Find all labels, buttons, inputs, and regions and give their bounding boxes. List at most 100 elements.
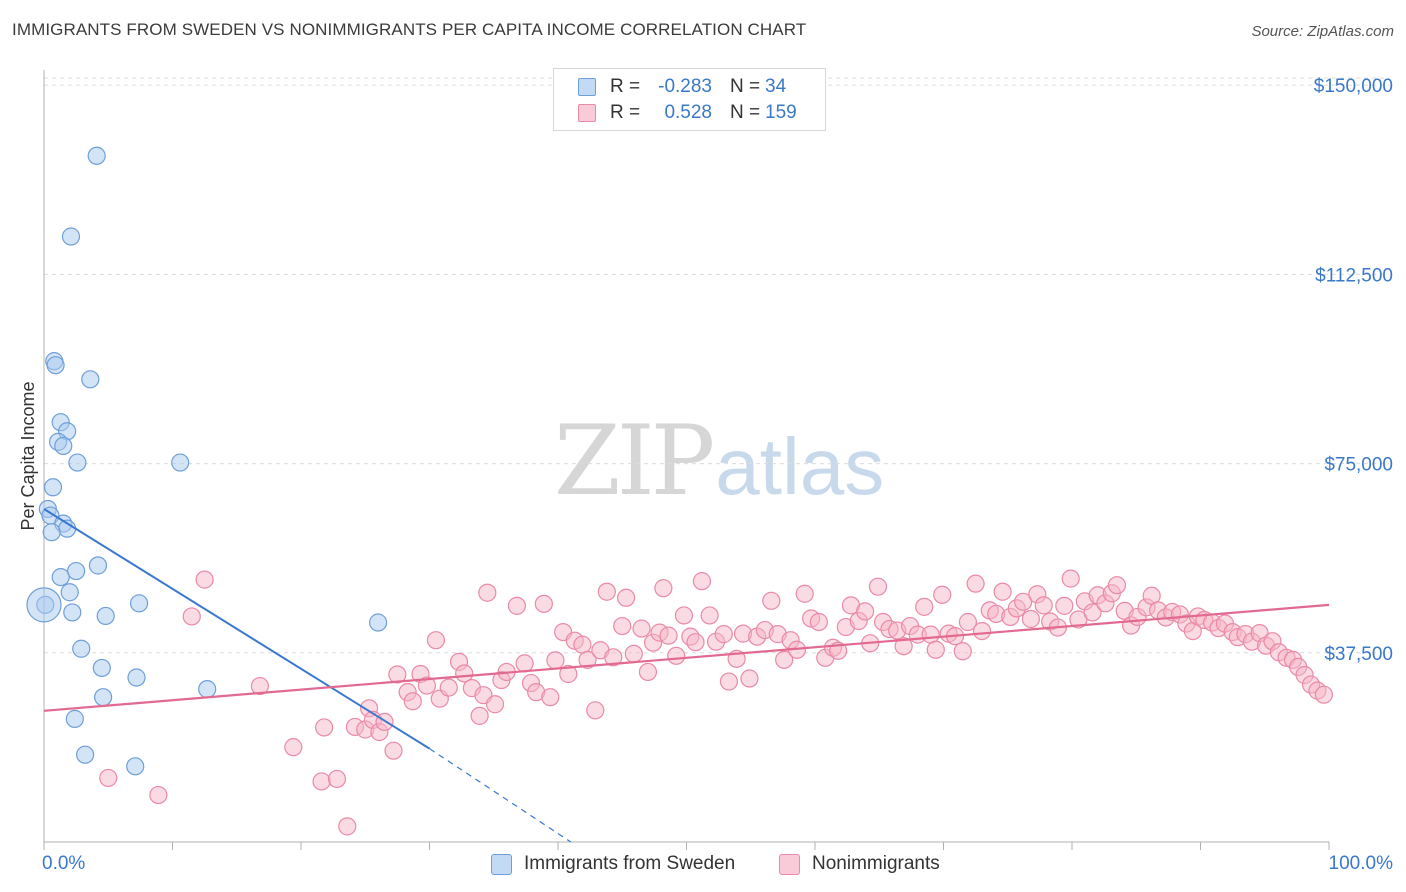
point-sweden: [96, 606, 115, 626]
n-label: N =: [730, 76, 761, 97]
point-nonimmigrant: [403, 692, 422, 711]
point-nonimmigrant: [894, 637, 913, 656]
trend-line-nonimmigrants: [43, 603, 1330, 712]
point-nonimmigrant: [485, 695, 505, 714]
point-nonimmigrant: [388, 665, 407, 684]
point-nonimmigrant: [315, 718, 334, 737]
point-nonimmigrant: [1021, 609, 1040, 629]
point-nonimmigrant: [613, 616, 632, 636]
point-nonimmigrant: [284, 738, 303, 757]
watermark-zip: ZIP: [554, 405, 715, 517]
point-nonimmigrant: [775, 650, 794, 669]
watermark-atlas: atlas: [715, 422, 885, 511]
point-nonimmigrant: [559, 664, 578, 684]
legend-swatch-sweden: [491, 854, 512, 875]
point-nonimmigrant: [426, 631, 446, 650]
point-nonimmigrant: [638, 662, 658, 682]
y-tick-label: $112,500: [1315, 265, 1393, 286]
point-nonimmigrant: [933, 585, 952, 604]
point-nonimmigrant: [856, 602, 875, 621]
point-nonimmigrant: [1314, 685, 1333, 704]
point-nonimmigrant: [868, 577, 888, 596]
point-nonimmigrant: [470, 706, 489, 725]
point-nonimmigrant: [149, 785, 168, 805]
point-sweden: [51, 567, 70, 587]
stats-row-nonimmigrants: R = 0.528 N = 159: [554, 101, 825, 127]
stats-legend: R = -0.283 N = 34 R = 0.528 N = 159: [553, 68, 826, 131]
point-nonimmigrant: [1055, 596, 1074, 615]
point-nonimmigrant: [578, 650, 597, 669]
point-sweden: [65, 709, 84, 728]
point-sweden: [87, 146, 106, 165]
point-nonimmigrant: [740, 669, 759, 688]
point-nonimmigrant: [417, 676, 437, 695]
point-nonimmigrant: [327, 769, 347, 789]
point-nonimmigrant: [674, 606, 694, 625]
series-legend: Immigrants from Sweden Nonimmigrants: [0, 852, 1406, 878]
point-nonimmigrant: [953, 642, 972, 661]
x-tick-label: 0.0%: [42, 853, 85, 874]
point-sweden: [68, 453, 87, 472]
r-label: R =: [610, 102, 641, 123]
point-sweden: [76, 745, 95, 764]
point-nonimmigrant: [795, 584, 814, 603]
point-sweden: [127, 668, 146, 687]
point-sweden: [81, 370, 100, 389]
point-sweden: [43, 478, 63, 497]
point-nonimmigrant: [654, 579, 673, 598]
point-nonimmigrant: [586, 701, 605, 720]
point-nonimmigrant: [966, 574, 985, 593]
point-nonimmigrant: [762, 591, 781, 610]
point-nonimmigrant: [667, 646, 686, 665]
point-nonimmigrant: [182, 607, 201, 626]
point-nonimmigrant: [507, 596, 526, 615]
point-nonimmigrant: [1034, 596, 1053, 615]
n-value: 159: [765, 102, 797, 123]
point-nonimmigrant: [692, 572, 712, 591]
point-nonimmigrant: [597, 582, 616, 601]
point-nonimmigrant: [659, 626, 678, 645]
r-label: R =: [610, 76, 641, 97]
point-sweden: [54, 436, 73, 456]
point-sweden: [369, 613, 388, 632]
point-nonimmigrant: [624, 644, 643, 663]
point-nonimmigrant: [455, 664, 474, 683]
point-sweden: [61, 227, 81, 246]
point-nonimmigrant: [534, 594, 553, 613]
point-nonimmigrant: [926, 640, 945, 659]
point-sweden: [126, 757, 145, 776]
point-sweden: [198, 680, 217, 699]
point-nonimmigrant: [338, 817, 357, 836]
legend-label-nonimmigrants: Nonimmigrants: [812, 853, 940, 874]
point-nonimmigrant: [915, 597, 934, 616]
legend-swatch-nonimmigrants: [779, 854, 800, 875]
watermark: ZIPatlas: [554, 405, 884, 517]
point-nonimmigrant: [1061, 569, 1080, 588]
point-nonimmigrant: [312, 772, 331, 791]
point-sweden: [129, 594, 149, 613]
point-nonimmigrant: [972, 621, 992, 641]
n-label: N =: [730, 102, 761, 123]
point-nonimmigrant: [719, 672, 739, 691]
n-value: 34: [765, 76, 787, 97]
point-nonimmigrant: [541, 688, 560, 707]
y-tick-label: $150,000: [1314, 76, 1393, 97]
point-sweden: [67, 561, 86, 581]
source-credit: Source: ZipAtlas.com: [1251, 23, 1394, 40]
point-sweden: [171, 453, 190, 472]
y-tick-label: $37,500: [1324, 644, 1393, 665]
point-nonimmigrant: [439, 678, 458, 697]
point-nonimmigrant: [1014, 592, 1033, 611]
point-nonimmigrant: [515, 654, 534, 673]
point-nonimmigrant: [384, 741, 403, 760]
point-nonimmigrant: [921, 625, 940, 644]
point-sweden: [63, 603, 82, 622]
trend-line-sweden-extension: [429, 748, 572, 843]
point-nonimmigrant: [546, 651, 565, 670]
point-nonimmigrant: [573, 635, 592, 654]
legend-label-sweden: Immigrants from Sweden: [524, 853, 736, 874]
point-nonimmigrant: [958, 612, 978, 632]
point-nonimmigrant: [714, 625, 733, 644]
point-nonimmigrant: [250, 676, 269, 696]
